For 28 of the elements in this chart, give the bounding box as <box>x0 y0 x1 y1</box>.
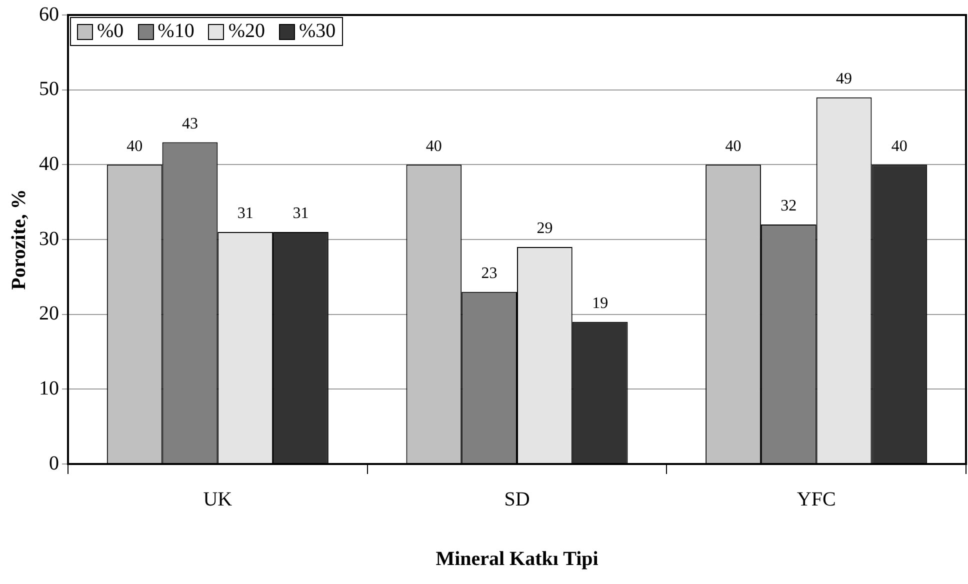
data-label: 31 <box>292 205 309 222</box>
data-label: 29 <box>536 220 553 238</box>
y-axis-title: Porozite, % <box>8 189 30 290</box>
data-label: 49 <box>836 70 852 88</box>
y-tick-label: 50 <box>39 78 59 100</box>
data-label: 23 <box>481 265 498 282</box>
x-tick-label: YFC <box>796 488 836 510</box>
data-label: 32 <box>780 198 797 215</box>
data-label: 43 <box>182 115 198 132</box>
data-label: 40 <box>725 138 742 155</box>
legend-label: %10 <box>158 20 194 43</box>
x-tick-label: SD <box>504 488 530 510</box>
data-label: 40 <box>126 138 143 155</box>
legend-label: %20 <box>228 20 266 43</box>
data-label: 19 <box>592 295 608 312</box>
y-tick-label: 10 <box>39 377 59 400</box>
y-tick-label: 40 <box>39 152 59 175</box>
data-label: 31 <box>237 205 254 222</box>
x-tick-label: UK <box>203 488 233 510</box>
y-tick-label: 0 <box>49 452 59 474</box>
y-tick-label: 60 <box>39 3 59 26</box>
legend-label: %0 <box>97 20 124 43</box>
legend-label: %30 <box>299 20 336 43</box>
y-tick-label: 20 <box>39 302 59 325</box>
y-tick-label: 30 <box>39 228 59 250</box>
data-label: 40 <box>426 138 442 155</box>
data-label: 40 <box>891 138 908 155</box>
x-axis-title: Mineral Katkı Tipi <box>436 548 599 570</box>
